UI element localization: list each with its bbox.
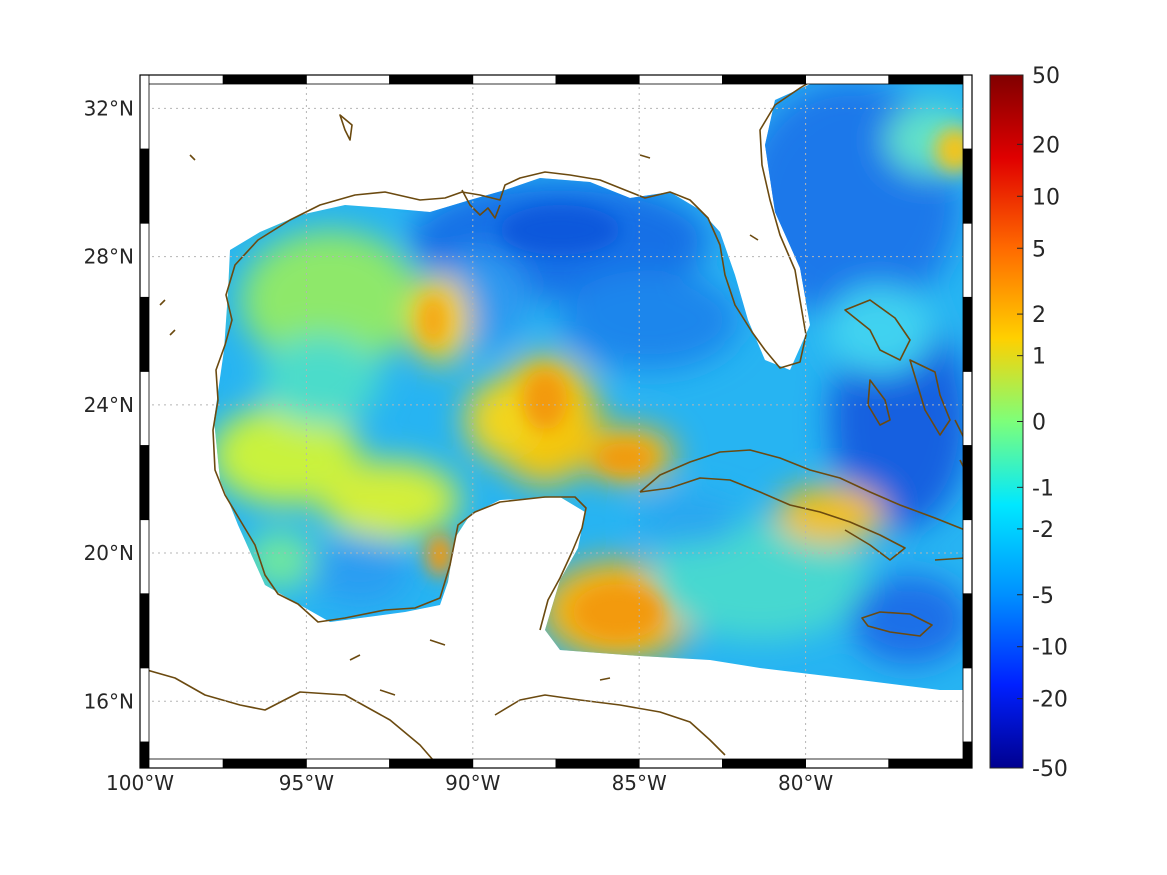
frame-segment-left: [139, 371, 150, 446]
data-field: [214, 82, 965, 690]
lat-tick-label: 28°N: [84, 245, 134, 269]
frame-segment-left: [139, 148, 150, 224]
frame-segment-left: [139, 667, 150, 743]
frame-segment-left: [139, 445, 150, 521]
colorbar-tick-label: 20: [1032, 133, 1060, 158]
colorbar-tick-label: -1: [1032, 476, 1054, 501]
frame-segment-top: [305, 74, 390, 85]
colorbar-tick-label: -10: [1032, 636, 1068, 661]
frame-segment-right: [962, 296, 973, 372]
frame-border: [139, 74, 973, 769]
colorbar-tick-label: 2: [1032, 303, 1046, 328]
frame-segment-bottom: [805, 758, 890, 769]
frame-segment-left: [139, 741, 150, 769]
lon-tick-label: 100°W: [106, 771, 174, 795]
frame-segment-right: [962, 667, 973, 743]
map-frame: [139, 74, 973, 769]
colorbar-tick-label: 0: [1032, 411, 1046, 436]
frame-segment-bottom: [305, 758, 390, 769]
frame-segment-top: [638, 74, 723, 85]
lat-tick-label: 16°N: [84, 689, 134, 713]
latitude-labels: 32°N 28°N 24°N 20°N 16°N: [84, 96, 134, 713]
map-grid: [140, 75, 972, 768]
lon-tick-label: 95°W: [279, 771, 334, 795]
lon-tick-label: 90°W: [445, 771, 500, 795]
lon-tick-label: 80°W: [778, 771, 833, 795]
frame-segment-bottom: [472, 758, 557, 769]
longitude-labels: 100°W 95°W 90°W 85°W 80°W: [106, 771, 833, 795]
frame-segment-top: [389, 74, 474, 85]
frame-segment-right: [962, 222, 973, 298]
colorbar-tick-label: -20: [1032, 688, 1068, 713]
colorbar-tick-label: 50: [1032, 64, 1060, 89]
frame-segment-top: [805, 74, 890, 85]
frame-segment-bottom: [888, 758, 973, 769]
frame-segment-bottom: [638, 758, 723, 769]
frame-segment-top: [222, 74, 307, 85]
colorbar-tick-label: -5: [1032, 584, 1054, 609]
frame-segment-top: [472, 74, 557, 85]
frame-segment-top: [555, 74, 640, 85]
frame-segment-right: [962, 519, 973, 595]
frame-segment-bottom: [555, 758, 640, 769]
frame-segment-right: [962, 741, 973, 769]
frame-segment-left: [139, 74, 150, 150]
frame-segment-left: [139, 593, 150, 669]
colorbar-tick-label: 5: [1032, 237, 1046, 262]
frame-segment-top: [139, 74, 224, 85]
frame-segment-left: [139, 222, 150, 298]
frame-segment-left: [139, 296, 150, 372]
colorbar-tick-label: 1: [1032, 345, 1046, 370]
frame-segment-right: [962, 371, 973, 446]
coastline: [140, 75, 966, 768]
frame-segment-right: [962, 593, 973, 669]
frame-segment-right: [962, 148, 973, 224]
colorbar-tick-label: 10: [1032, 185, 1060, 210]
frame-segment-left: [139, 519, 150, 595]
frame-segment-right: [962, 74, 973, 150]
colorbar-tick-label: -2: [1032, 518, 1054, 543]
frame-segment-bottom: [722, 758, 807, 769]
frame-segment-bottom: [222, 758, 307, 769]
frame-segment-bottom: [389, 758, 474, 769]
frame-segment-bottom: [139, 758, 224, 769]
lon-tick-label: 85°W: [612, 771, 667, 795]
colorbar-tick-label: -50: [1032, 757, 1068, 782]
lat-tick-label: 24°N: [84, 393, 134, 417]
lat-tick-label: 32°N: [84, 96, 134, 120]
lat-tick-label: 20°N: [84, 541, 134, 565]
frame-segment-top: [888, 74, 973, 85]
frame-segment-right: [962, 445, 973, 521]
frame-segment-top: [722, 74, 807, 85]
